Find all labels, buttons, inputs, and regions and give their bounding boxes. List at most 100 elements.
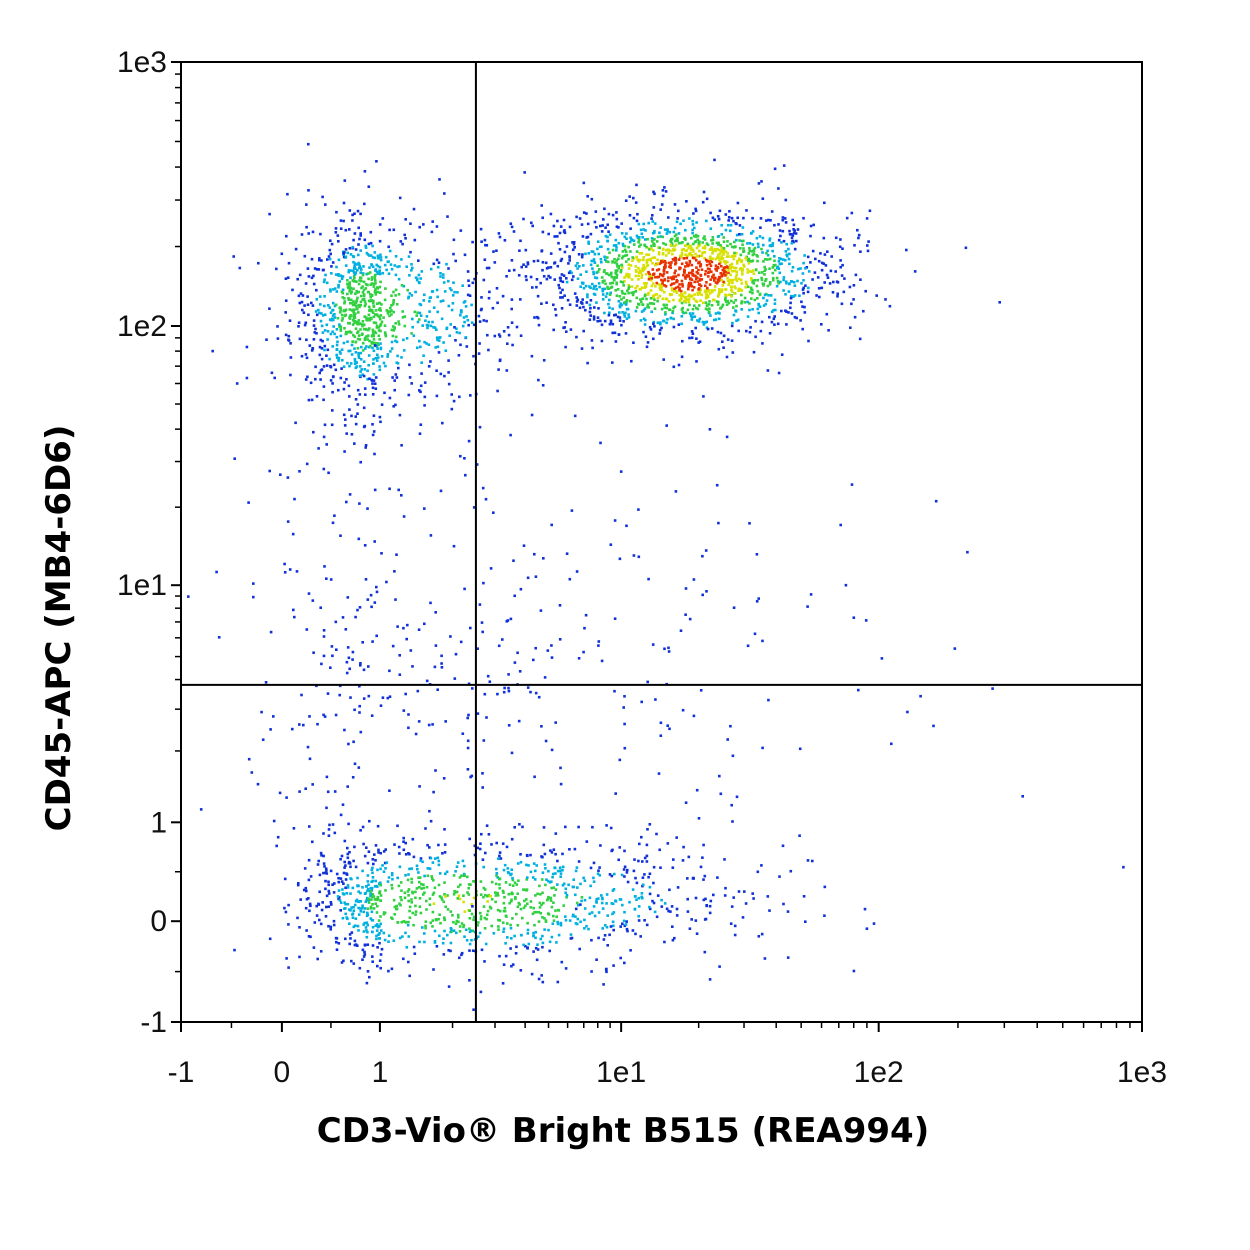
event-dot xyxy=(729,229,732,233)
event-dot xyxy=(357,900,360,904)
event-dot xyxy=(650,240,654,243)
event-dot xyxy=(393,379,396,382)
event-dot xyxy=(373,274,377,278)
event-dot xyxy=(368,266,371,269)
event-dot xyxy=(699,865,703,869)
event-dot xyxy=(384,889,387,892)
event-dot xyxy=(637,240,640,244)
event-dot xyxy=(711,252,714,255)
event-dot xyxy=(434,918,438,921)
event-dot xyxy=(376,314,380,318)
event-dot xyxy=(378,315,381,319)
event-dot xyxy=(724,260,727,263)
event-dot xyxy=(396,354,399,358)
event-dot xyxy=(522,888,525,891)
event-dot xyxy=(498,359,502,363)
event-dot xyxy=(372,862,375,866)
event-dot xyxy=(505,275,508,278)
event-dot xyxy=(533,316,536,319)
event-dot xyxy=(613,275,617,279)
event-dot xyxy=(574,264,578,267)
event-dot xyxy=(413,310,417,314)
event-dot xyxy=(331,317,334,321)
event-dot xyxy=(549,266,553,269)
event-dot xyxy=(752,279,755,283)
event-dot xyxy=(369,892,372,896)
event-dot xyxy=(701,251,704,255)
event-dot xyxy=(740,289,744,292)
event-dot xyxy=(760,932,764,936)
event-dot xyxy=(789,280,793,283)
event-dot xyxy=(348,942,351,946)
event-dot xyxy=(573,847,577,851)
event-dot xyxy=(738,257,741,261)
event-dot xyxy=(611,920,615,924)
event-dot xyxy=(297,882,300,885)
event-dot xyxy=(490,843,493,846)
event-dot xyxy=(549,276,552,279)
event-dot xyxy=(342,882,345,885)
event-dot xyxy=(608,933,611,937)
event-dot xyxy=(638,258,642,262)
event-dot xyxy=(717,293,720,296)
event-dot xyxy=(603,924,607,927)
event-dot xyxy=(880,657,884,660)
event-dot xyxy=(407,726,410,730)
event-dot xyxy=(659,322,662,326)
event-dot xyxy=(384,334,388,338)
event-dot xyxy=(624,250,628,253)
event-dot xyxy=(451,302,455,305)
event-dot xyxy=(368,309,371,312)
event-dot xyxy=(382,316,385,319)
event-dot xyxy=(373,885,377,888)
event-dot xyxy=(452,238,456,242)
event-dot xyxy=(724,886,727,890)
event-dot xyxy=(670,261,673,264)
event-dot xyxy=(665,907,669,911)
event-dot xyxy=(374,376,378,379)
event-dot xyxy=(615,282,618,286)
event-dot xyxy=(659,288,662,291)
event-dot xyxy=(319,232,322,236)
event-dot xyxy=(559,279,562,283)
event-dot xyxy=(690,294,694,298)
event-dot xyxy=(596,872,600,875)
event-dot xyxy=(358,502,361,505)
event-dot xyxy=(652,282,655,285)
event-dot xyxy=(632,554,636,557)
event-dot xyxy=(468,909,471,912)
event-dot xyxy=(764,302,768,306)
event-dot xyxy=(708,248,712,251)
event-dot xyxy=(395,904,399,908)
event-dot xyxy=(353,272,357,275)
event-dot xyxy=(763,293,767,297)
event-dot xyxy=(425,315,429,318)
event-dot xyxy=(852,284,856,287)
event-dot xyxy=(716,280,720,283)
event-dot xyxy=(599,441,602,445)
event-dot xyxy=(742,250,745,253)
event-dot xyxy=(724,300,728,303)
event-dot xyxy=(470,903,473,906)
event-dot xyxy=(341,916,345,920)
event-dot xyxy=(564,915,567,918)
event-dot xyxy=(356,388,360,392)
event-dot xyxy=(485,266,489,270)
event-dot xyxy=(482,319,486,322)
event-dot xyxy=(517,879,520,882)
event-dot xyxy=(371,331,375,334)
event-dot xyxy=(559,766,562,770)
event-dot xyxy=(339,334,343,338)
event-dot xyxy=(789,301,792,305)
event-dot xyxy=(652,337,655,341)
event-dot xyxy=(340,313,344,317)
event-dot xyxy=(462,894,465,897)
event-dot xyxy=(337,240,340,243)
event-dot xyxy=(597,911,601,914)
event-dot xyxy=(372,907,376,910)
event-dot xyxy=(469,883,472,886)
event-dot xyxy=(351,213,354,217)
event-dot xyxy=(405,946,409,949)
event-dot xyxy=(353,357,357,361)
event-dot xyxy=(770,320,774,324)
